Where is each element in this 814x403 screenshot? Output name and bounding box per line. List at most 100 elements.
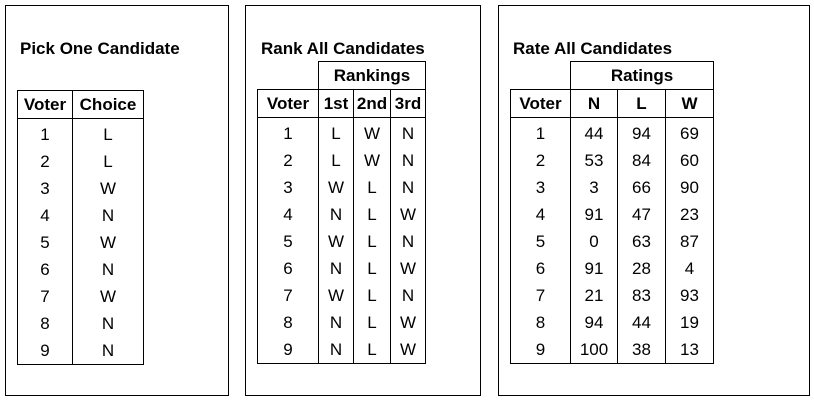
rate-cell: 83 [617,282,666,309]
rank-header-voter: Voter [257,89,319,118]
rate-cell: 3 [570,174,618,201]
rank-cell: W [390,255,426,282]
rank-group-header: Rankings [318,61,426,90]
rate-cell: 0 [570,228,618,255]
rate-header-w: W [665,89,714,118]
rank-cell: 7 [257,282,319,309]
rank-cell: W [353,117,391,147]
rate-cell: 94 [617,117,666,147]
pick-cell: 8 [17,310,73,337]
rank-header-3rd: 3rd [390,89,426,118]
rate-cell: 100 [570,336,618,364]
pick-cell: L [72,118,144,148]
rate-row: 2 53 84 60 [510,147,714,174]
rank-cell: W [390,336,426,364]
pick-cell: N [72,337,144,365]
rank-cell: L [318,117,354,147]
rank-cell: L [353,228,391,255]
rank-cell: 4 [257,201,319,228]
rate-cell: 1 [510,117,571,147]
pick-cell: 2 [17,148,73,175]
rank-all-title: Rank All Candidates [261,39,425,58]
rate-cell: 87 [665,228,714,255]
rank-cell: L [353,201,391,228]
rank-cell: 5 [257,228,319,255]
pick-cell: W [72,229,144,256]
rate-cell: 3 [510,174,571,201]
rate-cell: 19 [665,309,714,336]
rank-cell: N [390,282,426,309]
rate-cell: 60 [665,147,714,174]
rank-cell: 8 [257,309,319,336]
rate-header-voter: Voter [510,89,571,118]
rate-cell: 2 [510,147,571,174]
rate-row: 3 3 66 90 [510,174,714,201]
rate-cell: 44 [617,309,666,336]
pick-cell: 6 [17,256,73,283]
rank-cell: N [390,147,426,174]
rate-cell: 38 [617,336,666,364]
rank-cell: L [353,282,391,309]
pick-cell: 4 [17,202,73,229]
pick-cell: 9 [17,337,73,365]
rate-header-n: N [570,89,618,118]
rank-cell: 6 [257,255,319,282]
rank-cell: W [390,201,426,228]
pick-cell: 1 [17,118,73,148]
rate-cell: 66 [617,174,666,201]
pick-header-choice: Choice [72,90,144,119]
rate-cell: 63 [617,228,666,255]
rate-cell: 84 [617,147,666,174]
rate-header-l: L [617,89,666,118]
rate-cell: 7 [510,282,571,309]
rank-cell: 2 [257,147,319,174]
rate-cell: 91 [570,201,618,228]
rank-cell: N [318,309,354,336]
rank-header-blank [257,61,319,90]
pick-cell: 5 [17,229,73,256]
rate-cell: 21 [570,282,618,309]
rate-cell: 23 [665,201,714,228]
rank-cell: L [353,309,391,336]
rank-cell: L [318,147,354,174]
pick-cell: N [72,256,144,283]
rank-cell: N [318,336,354,364]
rate-cell: 47 [617,201,666,228]
rank-cell: N [390,117,426,147]
pick-cell: W [72,283,144,310]
rate-row: 9 100 38 13 [510,336,714,364]
pick-cell: N [72,310,144,337]
rank-cell: W [318,282,354,309]
rank-cell: W [353,147,391,174]
rate-all-panel: Rate All Candidates Ratings Voter N L W … [498,5,810,396]
rank-cell: W [390,309,426,336]
rate-group-header: Ratings [570,61,714,90]
rate-cell: 4 [665,255,714,282]
rank-cell: N [390,174,426,201]
rate-cell: 8 [510,309,571,336]
pick-cell: 7 [17,283,73,310]
rate-cell: 90 [665,174,714,201]
rate-cell: 5 [510,228,571,255]
rate-cell: 94 [570,309,618,336]
rank-cell: L [353,336,391,364]
